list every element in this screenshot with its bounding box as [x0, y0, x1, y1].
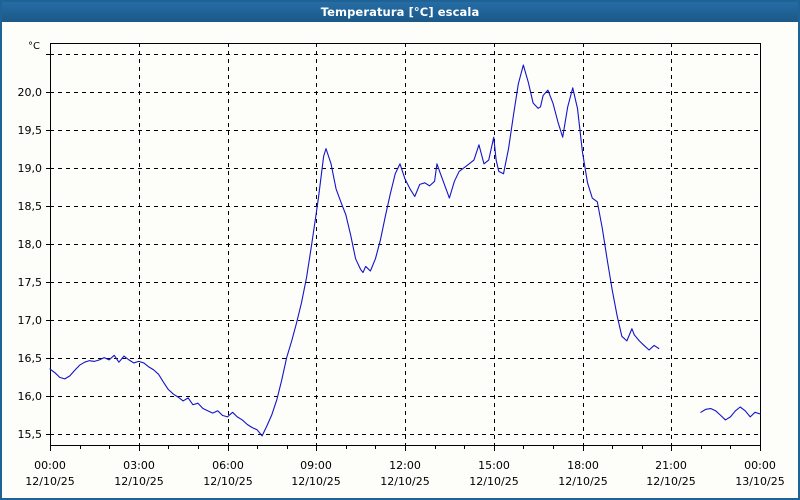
tick-layer [46, 54, 761, 451]
data-series-layer [49, 64, 761, 437]
x-axis-date-label: 12/10/25 [203, 475, 252, 488]
x-axis-time-label: 00:00 [34, 459, 66, 472]
temperature-series-path [700, 406, 761, 421]
x-axis-time-label: 18:00 [567, 459, 599, 472]
temperature-series-path [633, 334, 660, 351]
x-axis-labels: 00:00 12/10/25 03:00 12/10/25 06:00 12/10/25 0… [25, 459, 784, 488]
y-axis-labels: 15,5 16,0 16,5 17,0 17,5 18,0 18,5 19,0 19,5 20,0 [18, 86, 43, 441]
y-axis-tick-label: 17,5 [18, 276, 43, 289]
y-axis-tick-label: 18,5 [18, 200, 43, 213]
x-axis-date-label: 12/10/25 [114, 475, 163, 488]
temperature-line-chart: 15,5 16,0 16,5 17,0 17,5 18,0 18,5 19,0 19,5 20,0… [18, 41, 785, 488]
temperature-series-path [49, 64, 635, 437]
x-axis-time-label: 09:00 [300, 459, 332, 472]
y-axis-tick-label: 17,0 [18, 314, 43, 327]
x-axis-date-label: 13/10/25 [735, 475, 784, 488]
page-title: Temperatura [°C] escala [320, 5, 480, 19]
x-axis-time-label: 21:00 [655, 459, 687, 472]
x-axis-time-label: 03:00 [123, 459, 155, 472]
y-axis-unit-label: °C [28, 41, 40, 52]
y-axis-tick-label: 15,5 [18, 428, 43, 441]
y-axis-tick-label: 19,0 [18, 162, 43, 175]
x-axis-date-label: 12/10/25 [558, 475, 607, 488]
y-axis-tick-label: 19,5 [18, 124, 43, 137]
x-axis-date-label: 12/10/25 [469, 475, 518, 488]
x-axis-time-label: 12:00 [389, 459, 421, 472]
x-axis-date-label: 12/10/25 [380, 475, 429, 488]
unit-label: °C [28, 41, 40, 52]
grid-layer [50, 43, 760, 445]
x-axis-time-label: 15:00 [478, 459, 510, 472]
y-axis-tick-label: 18,0 [18, 238, 43, 251]
x-axis-time-label: 00:00 [744, 459, 776, 472]
window-title-bar: Temperatura [°C] escala [2, 2, 798, 22]
x-axis-time-label: 06:00 [212, 459, 244, 472]
x-axis-date-label: 12/10/25 [291, 475, 340, 488]
x-axis-date-label: 12/10/25 [25, 475, 74, 488]
y-axis-tick-label: 16,5 [18, 352, 43, 365]
x-axis-date-label: 12/10/25 [646, 475, 695, 488]
y-axis-tick-label: 20,0 [18, 86, 43, 99]
y-axis-tick-label: 16,0 [18, 390, 43, 403]
chart-canvas: 15,5 16,0 16,5 17,0 17,5 18,0 18,5 19,0 19,5 20,0… [2, 22, 798, 498]
